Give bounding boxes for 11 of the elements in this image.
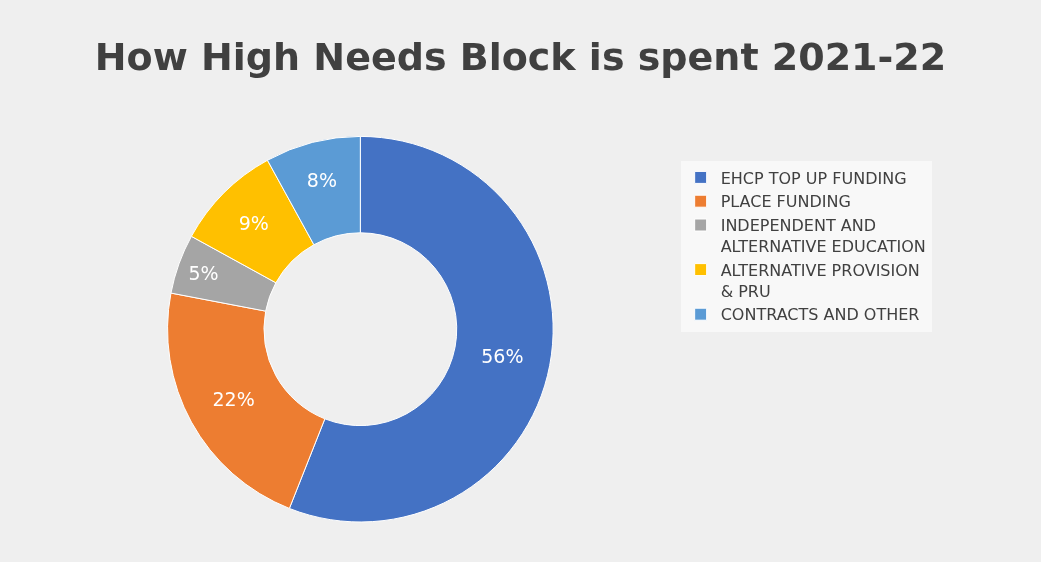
data-label: 8% <box>306 168 338 191</box>
legend-label: ALTERNATIVE PROVISION & PRU <box>720 260 920 301</box>
data-label: 22% <box>212 387 255 410</box>
legend-label: CONTRACTS AND OTHER <box>720 305 920 325</box>
data-label: 9% <box>238 211 269 234</box>
data-label: 5% <box>188 261 219 284</box>
legend-label: PLACE FUNDING <box>720 192 851 212</box>
legend-label: INDEPENDENT AND ALTERNATIVE EDUCATION <box>720 216 926 257</box>
chart-title: How High Needs Block is spent 2021-22 <box>94 34 947 79</box>
data-label: 56% <box>481 345 524 368</box>
legend-label: EHCP TOP UP FUNDING <box>720 168 907 188</box>
